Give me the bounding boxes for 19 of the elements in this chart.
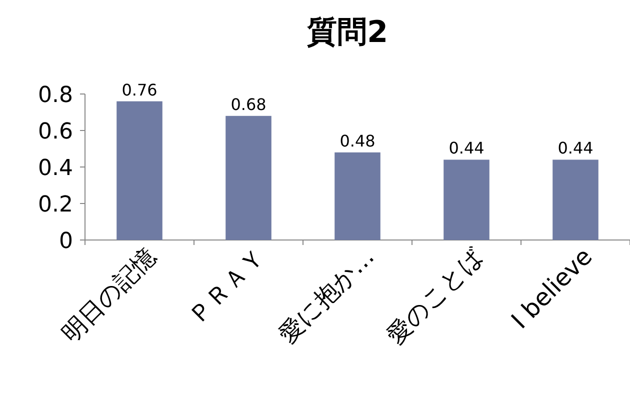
data-label: 0.44 (558, 138, 594, 158)
data-label: 0.48 (340, 131, 376, 150)
y-tick-label: 0.2 (38, 192, 73, 218)
bar (116, 101, 162, 240)
bar (334, 152, 380, 240)
y-tick-label: 0.6 (38, 120, 73, 144)
bar (444, 160, 490, 240)
data-label: 0.44 (448, 138, 484, 158)
data-label: 0.68 (230, 94, 266, 114)
bar (226, 116, 272, 240)
x-tick-label: 愛に抱か… (274, 242, 380, 349)
y-tick-label: 0.4 (38, 156, 73, 181)
x-tick-label: 愛のことば (381, 242, 489, 350)
chart-title: 質問2 (306, 15, 388, 50)
bar (552, 160, 598, 240)
y-tick-label: 0.8 (38, 83, 73, 108)
x-tick-label: ＰＲＡＹ (183, 242, 271, 330)
y-tick-label: 0 (59, 229, 73, 254)
data-label: 0.76 (122, 80, 158, 100)
